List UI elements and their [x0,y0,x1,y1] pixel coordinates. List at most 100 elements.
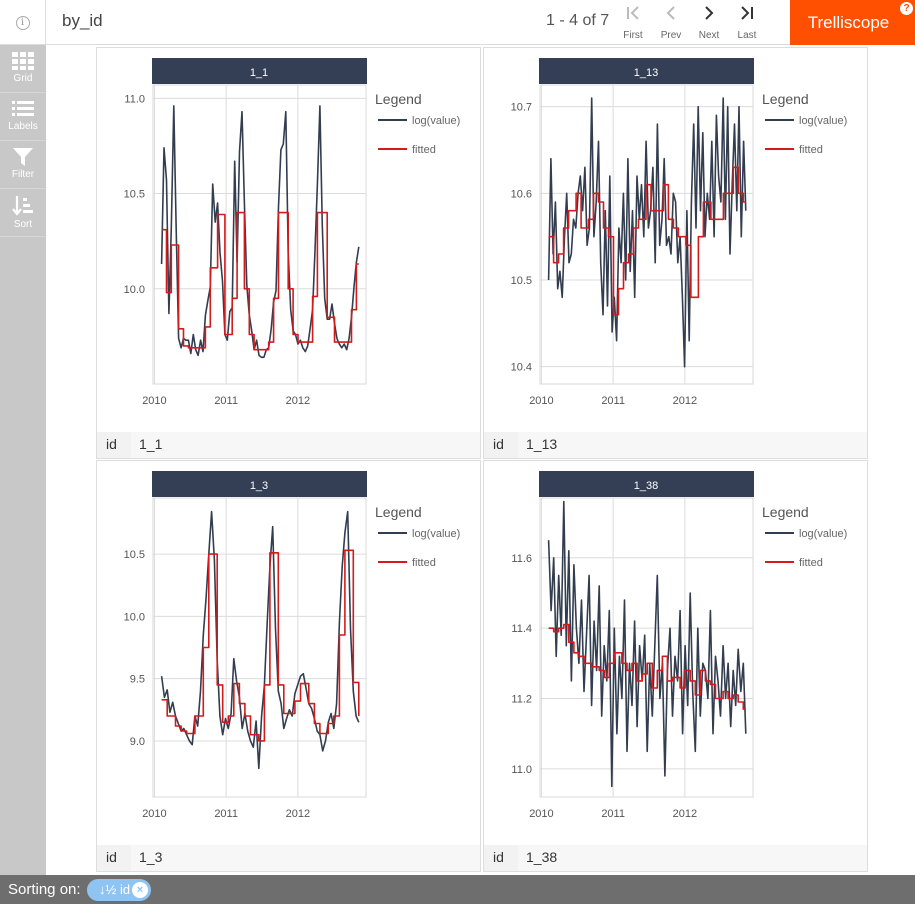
y-tick-label: 10.5 [511,275,532,287]
plot-area [152,84,367,385]
sidebar-item-grid[interactable]: Grid [0,45,46,93]
display-title: by_id [62,11,103,30]
last-page-label: Last [737,30,757,41]
legend-entry-label: fitted [412,557,436,569]
label-key: id [484,845,518,871]
page-range: 1 - 4 of 7 [546,12,610,29]
y-tick-label: 10.5 [124,549,145,561]
y-tick-label: 10.6 [511,188,532,200]
y-tick-label: 9.5 [130,674,145,686]
label-key: id [484,432,518,458]
chevron-right-icon [689,4,729,28]
legend-entry-label: fitted [412,144,436,156]
prev-page-label: Prev [660,30,682,41]
trelliscope-brand[interactable]: Trelliscope ? [790,0,915,45]
facet-strip [539,471,754,497]
panel-label-row: id 1_38 [484,845,867,871]
panel-plot: 1_13 2010 2011 2012 10.4 10.5 10.6 10.7 Legend lo… [511,58,847,407]
first-page-icon [613,4,653,28]
y-tick-label: 10.0 [124,284,145,296]
legend-entry-label: fitted [799,144,823,156]
panel-label-row: id 1_1 [97,432,480,458]
legend-entry-label: log(value) [799,115,847,127]
sort-chip[interactable]: ↓½ id × [87,879,151,901]
y-tick-label: 10.5 [124,189,145,201]
filter-icon [13,148,33,166]
y-tick-label: 9.0 [130,736,145,748]
last-page-button[interactable]: Last [727,4,767,41]
next-page-button[interactable]: Next [689,4,729,41]
label-value: 1_38 [518,845,867,871]
label-key: id [97,432,131,458]
x-tick-label: 2012 [673,808,697,820]
sidebar-item-sort[interactable]: Sort [0,189,46,237]
sort-footer: Sorting on: ↓½ id × [0,875,915,904]
fitted-series-line [548,623,746,710]
last-page-icon [727,4,767,28]
panel: 1_1 2010 2011 2012 10.0 10.5 11.0 Legend log(val… [96,47,481,459]
x-tick-label: 2012 [286,808,310,820]
facet-strip [152,58,367,84]
legend-title: Legend [375,504,422,520]
x-tick-label: 2010 [529,808,553,820]
y-tick-label: 11.4 [511,623,532,635]
fitted-series-line [161,211,359,351]
fitted-series-line [548,166,746,316]
sort-ascending-icon: ↓½ [99,882,117,897]
label-value: 1_13 [518,432,867,458]
x-tick-label: 2011 [214,395,238,407]
fitted-series-line [161,549,360,742]
facet-strip-label: 1_13 [634,67,658,79]
observed-series-line [160,105,360,359]
y-tick-label: 10.7 [511,102,532,114]
y-tick-label: 11.0 [124,93,145,105]
legend-entry-label: log(value) [799,528,847,540]
panel: 1_38 2010 2011 2012 11.0 11.2 11.4 11.6 Legend lo… [483,460,868,872]
help-icon[interactable]: ? [900,2,913,15]
legend-entry-label: fitted [799,557,823,569]
list-icon [12,101,34,116]
sidebar-item-filter[interactable]: Filter [0,141,46,189]
sidebar: Grid Labels Filter Sort [0,45,46,875]
sort-icon [12,196,33,216]
info-icon: i [15,15,30,30]
brand-label: Trelliscope [807,12,890,32]
legend-entry-label: log(value) [412,528,460,540]
sidebar-item-label: Grid [13,73,33,84]
panel: 1_3 2010 2011 2012 9.0 9.5 10.0 10.5 Legend log(v… [96,460,481,872]
grid-icon [12,52,34,70]
sidebar-item-label: Filter [11,169,35,180]
first-page-label: First [623,30,643,41]
panel-plot: 1_1 2010 2011 2012 10.0 10.5 11.0 Legend log(val… [124,58,460,407]
facet-strip [539,58,754,84]
panel-label-row: id 1_3 [97,845,480,871]
sidebar-item-label: Sort [13,219,33,230]
panel-plot: 1_3 2010 2011 2012 9.0 9.5 10.0 10.5 Legend log(v… [124,471,460,820]
info-button[interactable]: i [0,0,46,45]
remove-sort-icon[interactable]: × [132,882,148,898]
panel-label-row: id 1_13 [484,432,867,458]
y-tick-label: 10.4 [511,362,532,374]
first-page-button[interactable]: First [613,4,653,41]
y-tick-label: 10.0 [124,611,145,623]
prev-page-button[interactable]: Prev [651,4,691,41]
sidebar-item-label: Labels [8,121,38,132]
y-tick-label: 11.2 [511,694,532,706]
facet-strip-label: 1_1 [250,67,268,79]
sidebar-item-labels[interactable]: Labels [0,93,46,141]
panel-plot: 1_38 2010 2011 2012 11.0 11.2 11.4 11.6 Legend lo… [511,471,847,820]
x-tick-label: 2012 [673,395,697,407]
facet-strip-label: 1_38 [634,480,658,492]
x-tick-label: 2010 [529,395,553,407]
x-tick-label: 2010 [142,395,166,407]
observed-series-line [547,500,747,788]
x-tick-label: 2011 [601,808,625,820]
top-bar: i by_id 1 - 4 of 7 First Prev Next Last … [0,0,915,45]
sorting-label: Sorting on: [8,881,81,898]
chevron-left-icon [651,4,691,28]
legend-entry-label: log(value) [412,115,460,127]
y-tick-label: 11.0 [511,764,532,776]
label-key: id [97,845,131,871]
legend-title: Legend [375,91,422,107]
facet-strip [152,471,367,497]
